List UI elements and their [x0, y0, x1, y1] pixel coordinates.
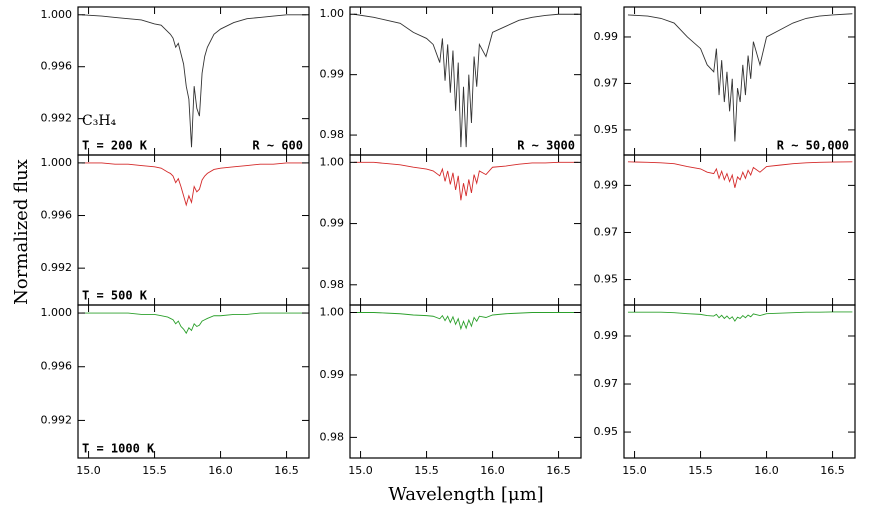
- x-axis-label: Wavelength [μm]: [388, 484, 543, 505]
- y-tick-label: 0.98: [320, 278, 345, 291]
- x-tick-label: 15.0: [76, 464, 101, 477]
- spectrum-line: [81, 312, 307, 335]
- plot-frame: [623, 304, 856, 459]
- y-tick-label: 0.99: [594, 30, 619, 43]
- y-tick-label: 0.95: [594, 123, 619, 136]
- y-tick-label: 0.99: [594, 178, 619, 191]
- spectrum-line: [353, 161, 579, 201]
- y-tick-label: 0.95: [594, 425, 619, 438]
- y-tick-label: 0.99: [320, 217, 345, 230]
- y-tick-label: 1.000: [41, 156, 73, 169]
- temperature-label: T = 200 K: [82, 139, 148, 153]
- y-tick-label: 0.996: [41, 60, 73, 73]
- plot-frame: [349, 304, 582, 459]
- y-tick-label: 0.97: [594, 76, 619, 89]
- y-tick-label: 0.97: [594, 377, 619, 390]
- x-tick-label: 16.5: [546, 464, 571, 477]
- spectrum-line: [353, 312, 579, 331]
- y-tick-label: 1.000: [41, 306, 73, 319]
- x-tick-label: 16.0: [754, 464, 779, 477]
- y-tick-label: 0.98: [320, 430, 345, 443]
- resolution-label: R ~ 3000: [517, 139, 575, 153]
- y-tick-label: 1.00: [320, 155, 345, 168]
- x-tick-label: 15.5: [414, 464, 439, 477]
- y-tick-label: 0.99: [320, 68, 345, 81]
- y-axis-label: Normalized flux: [11, 159, 32, 305]
- y-tick-label: 0.99: [594, 329, 619, 342]
- temperature-label: T = 500 K: [82, 289, 148, 303]
- resolution-label: R ~ 600: [252, 139, 303, 153]
- species-label: C₃H₄: [82, 113, 117, 129]
- y-tick-label: 0.996: [41, 360, 73, 373]
- y-tick-label: 1.00: [320, 305, 345, 318]
- y-tick-label: 0.99: [320, 368, 345, 381]
- x-tick-label: 15.5: [142, 464, 167, 477]
- temperature-label: T = 1000 K: [82, 442, 155, 456]
- spectrum-line: [81, 162, 307, 207]
- x-tick-label: 15.0: [348, 464, 373, 477]
- spectrum-line: [627, 311, 853, 322]
- spectrum-line: [627, 13, 853, 142]
- plot-frame: [77, 154, 310, 306]
- y-tick-label: 0.98: [320, 128, 345, 141]
- y-tick-label: 0.97: [594, 225, 619, 238]
- y-tick-label: 0.95: [594, 273, 619, 286]
- x-tick-label: 16.0: [480, 464, 505, 477]
- plot-frame: [77, 6, 310, 156]
- spectrum-line: [353, 13, 579, 148]
- resolution-label: R ~ 50,000: [777, 139, 849, 153]
- plot-frame: [77, 304, 310, 459]
- x-tick-label: 16.5: [820, 464, 845, 477]
- y-tick-label: 0.996: [41, 209, 73, 222]
- plot-frame: [623, 154, 856, 306]
- y-tick-label: 1.00: [320, 7, 345, 20]
- x-tick-label: 15.0: [622, 464, 647, 477]
- x-tick-label: 16.5: [274, 464, 299, 477]
- spectrum-line: [81, 14, 307, 148]
- x-tick-label: 15.5: [688, 464, 713, 477]
- y-tick-label: 0.992: [41, 413, 73, 426]
- x-tick-label: 16.0: [208, 464, 233, 477]
- y-tick-label: 0.992: [41, 261, 73, 274]
- plot-frame: [623, 6, 856, 156]
- spectrum-line: [627, 161, 853, 188]
- y-tick-label: 0.992: [41, 112, 73, 125]
- y-tick-label: 1.000: [41, 8, 73, 21]
- plot-frame: [349, 154, 582, 306]
